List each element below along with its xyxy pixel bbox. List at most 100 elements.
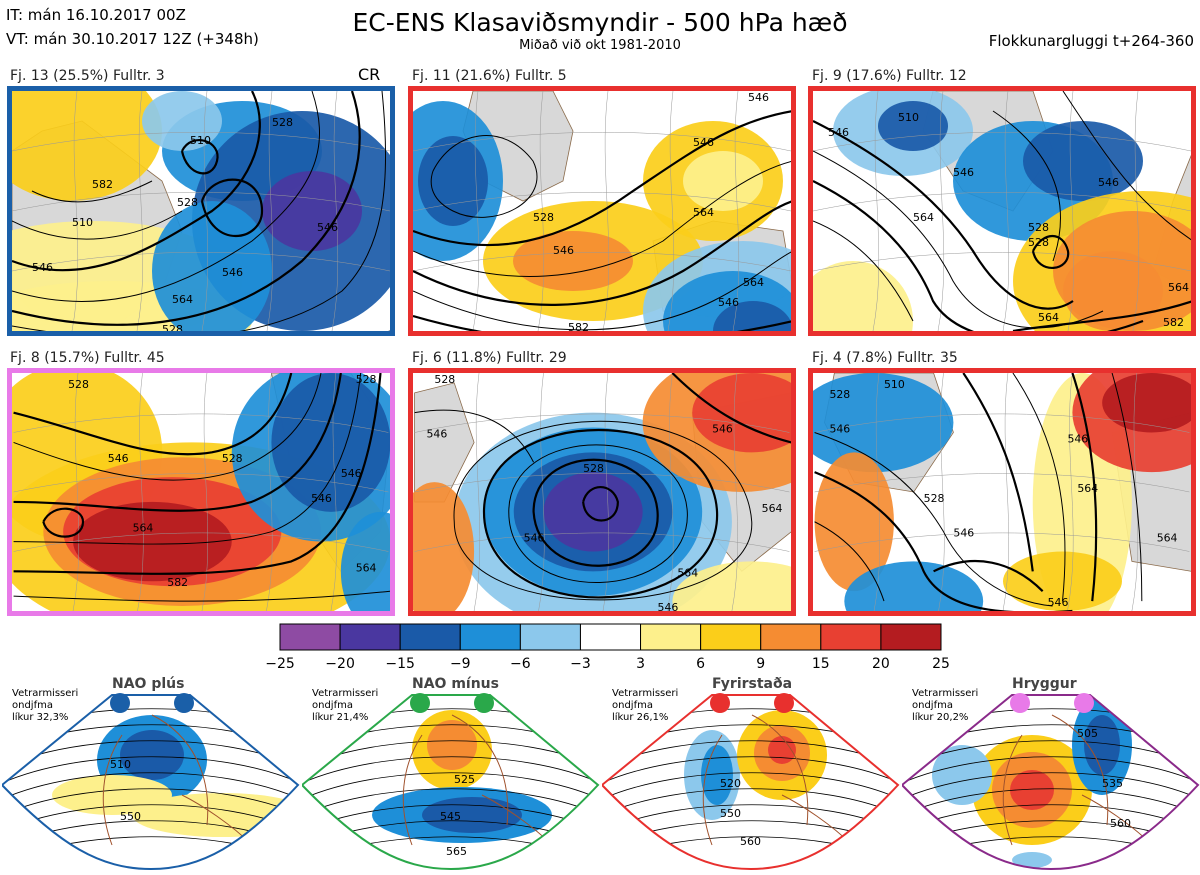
contour-label: 528 xyxy=(1028,221,1049,234)
contour-label: 564 xyxy=(1077,482,1098,495)
contour-label: 528 xyxy=(533,211,554,224)
colorbar-swatch xyxy=(279,623,341,651)
regime-marker-dot xyxy=(410,693,430,713)
contour-label: 546 xyxy=(108,452,129,465)
colorbar-tick: −9 xyxy=(449,656,471,672)
colorbar-swatch xyxy=(579,623,642,651)
contour-label: 564 xyxy=(356,561,377,574)
colorbar-swatch xyxy=(700,623,762,651)
regime-info: Vetrarmisseri ondjfma líkur 32,3% xyxy=(12,688,79,723)
contour-label: 564 xyxy=(762,502,783,515)
contour-label: 528 xyxy=(68,378,89,391)
regime-name: Hryggur xyxy=(1012,676,1077,692)
map-panel-4: 528 546 528 546 564 582 564 546 528 xyxy=(7,368,395,616)
colorbar-swatch xyxy=(519,623,581,651)
contour-label: 582 xyxy=(167,576,188,589)
contour-label: 564 xyxy=(743,276,764,289)
contour-label: 546 xyxy=(1048,596,1069,609)
panel-3-label: Fj. 9 (17.6%) Fulltr. 12 xyxy=(812,68,967,84)
contour-label: 505 xyxy=(1077,727,1098,740)
colorbar-tick: 9 xyxy=(756,656,766,672)
regime-marker-dot xyxy=(174,693,194,713)
contour-label: 550 xyxy=(120,810,141,823)
colorbar-swatch xyxy=(760,623,822,651)
contour-label: 528 xyxy=(177,196,198,209)
colorbar-tick: −3 xyxy=(570,656,591,672)
contour-label: 564 xyxy=(913,211,934,224)
contour-label: 520 xyxy=(720,777,741,790)
page-title: EC-ENS Klasaviðsmyndir - 500 hPa hæð xyxy=(352,8,848,37)
panel-6-label: Fj. 4 (7.8%) Fulltr. 35 xyxy=(812,350,958,366)
contour-label: 560 xyxy=(740,835,761,848)
contour-label: 528 xyxy=(272,116,293,129)
contour-label: 546 xyxy=(712,423,733,436)
regime-marker-dot xyxy=(774,693,794,713)
regime-info: Vetrarmisseri ondjfma líkur 26,1% xyxy=(612,688,679,723)
contour-label: 510 xyxy=(110,758,131,771)
contour-label: 546 xyxy=(317,221,338,234)
contour-label: 528 xyxy=(583,462,604,475)
map-panel-6: 528 510 546 546 528 546 564 546 564 xyxy=(808,368,1196,616)
colorbar-swatch xyxy=(820,623,882,651)
regime-info: Vetrarmisseri ondjfma líkur 21,4% xyxy=(312,688,379,723)
contour-label: 546 xyxy=(1098,176,1119,189)
contour-label: 565 xyxy=(446,845,467,858)
map-panel-1: 510 528 546 546 528 546 564 582 510 528 xyxy=(7,86,395,336)
page-subtitle: Miðað við okt 1981-2010 xyxy=(519,38,681,53)
map-panel-5: 528 546 546 528 546 564 546 564 xyxy=(408,368,796,616)
contour-label: 564 xyxy=(1168,281,1189,294)
contour-label: 546 xyxy=(953,166,974,179)
colorbar-swatch xyxy=(880,623,942,651)
colorbar-tick: −20 xyxy=(325,656,355,672)
map-panel-3: 510 546 528 546 564 528 546 564 582 564 xyxy=(808,86,1196,336)
contour-label: 564 xyxy=(693,206,714,219)
regime-map-2: 525 545 565 xyxy=(300,675,600,871)
regime-marker-dot xyxy=(1010,693,1030,713)
contour-label: 546 xyxy=(953,527,974,540)
contour-label: 582 xyxy=(1163,316,1184,329)
colorbar-swatch xyxy=(459,623,521,651)
contour-label: 546 xyxy=(341,467,362,480)
panel-1-label: Fj. 13 (25.5%) Fulltr. 3 xyxy=(10,68,165,84)
classification-window: Flokkunargluggi t+264-360 xyxy=(988,32,1194,50)
regime-marker-dot xyxy=(1074,693,1094,713)
contour-label: 510 xyxy=(190,134,211,147)
regime-map-3: 520 550 560 xyxy=(600,675,900,871)
contour-label: 546 xyxy=(553,244,574,257)
regime-info: Vetrarmisseri ondjfma líkur 20,2% xyxy=(912,688,979,723)
contour-label: 528 xyxy=(162,323,183,331)
regime-marker-dot xyxy=(710,693,730,713)
contour-label: 546 xyxy=(311,492,332,505)
regime-marker-dot xyxy=(474,693,494,713)
panel-5-label: Fj. 6 (11.8%) Fulltr. 29 xyxy=(412,350,567,366)
colorbar xyxy=(279,623,942,651)
regime-map-4: 505 535 560 xyxy=(900,675,1200,871)
contour-label: 582 xyxy=(92,178,113,191)
contour-label: 546 xyxy=(828,126,849,139)
regime-marker-dot xyxy=(110,693,130,713)
contour-label: 546 xyxy=(222,266,243,279)
colorbar-tick: 15 xyxy=(811,656,830,672)
contour-label: 564 xyxy=(1038,311,1059,324)
contour-label: 528 xyxy=(222,452,243,465)
panel-1-marker: CR xyxy=(358,65,381,84)
contour-label: 546 xyxy=(426,427,447,440)
colorbar-tick: 3 xyxy=(636,656,645,672)
colorbar-tick: −6 xyxy=(510,656,531,672)
panel-4-label: Fj. 8 (15.7%) Fulltr. 45 xyxy=(10,350,165,366)
contour-label: 510 xyxy=(898,111,919,124)
valid-time: VT: mán 30.10.2017 12Z (+348h) xyxy=(6,30,259,48)
colorbar-tick: −25 xyxy=(265,656,295,672)
contour-label: 546 xyxy=(693,136,714,149)
colorbar-tick: 6 xyxy=(696,656,706,672)
contour-label: 528 xyxy=(924,492,945,505)
contour-label: 564 xyxy=(172,293,193,306)
contour-label: 528 xyxy=(829,388,850,401)
contour-label: 546 xyxy=(32,261,53,274)
contour-label: 582 xyxy=(568,321,589,331)
initial-time: IT: mán 16.10.2017 00Z xyxy=(6,6,186,24)
contour-label: 546 xyxy=(524,532,545,545)
colorbar-tick: 25 xyxy=(932,656,950,672)
contour-label: 535 xyxy=(1102,777,1123,790)
contour-label: 560 xyxy=(1110,817,1131,830)
